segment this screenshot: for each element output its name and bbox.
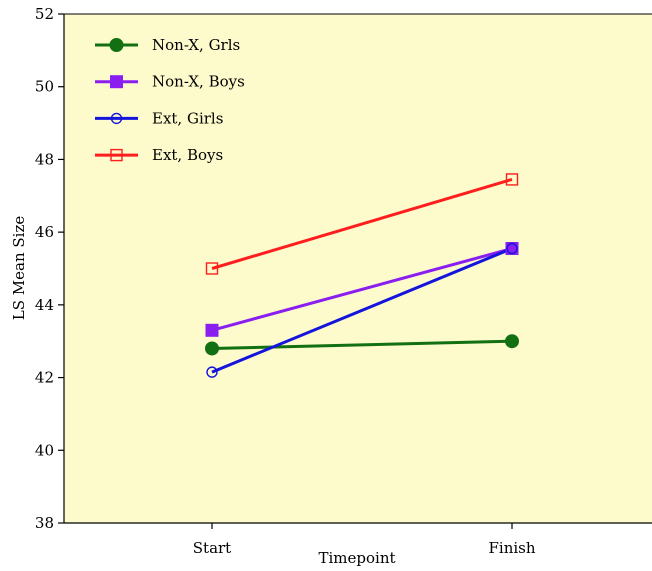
- plot-area: [64, 14, 652, 523]
- y-axis-title: LS Mean Size: [10, 216, 28, 321]
- legend-label: Non-X, Boys: [152, 73, 245, 91]
- legend: Non-X, Grls Non-X, Boys Ext, Girls Ext, Boy…: [95, 36, 245, 164]
- x-tick-label: Start: [193, 539, 231, 557]
- data-point-3-0: [205, 262, 219, 275]
- x-tick-label: Finish: [488, 539, 535, 557]
- x-axis-ticks: Start Finish: [193, 523, 536, 557]
- series-line-1: [211, 247, 513, 332]
- y-tick-label: 38: [35, 514, 54, 532]
- y-tick-label: 52: [35, 5, 54, 23]
- y-tick-label: 48: [35, 150, 54, 168]
- data-point-0-1: [505, 334, 519, 349]
- legend-swatch-marker: [110, 112, 123, 125]
- y-tick-label: 50: [35, 78, 54, 96]
- legend-label: Ext, Boys: [152, 146, 223, 164]
- x-axis-title: Timepoint: [318, 549, 395, 567]
- y-tick-label: 46: [35, 223, 54, 241]
- legend-item: Non-X, Boys: [95, 73, 245, 91]
- data-point-2-0: [206, 366, 218, 378]
- legend-label: Ext, Girls: [152, 109, 223, 127]
- legend-item: Ext, Girls: [95, 109, 223, 127]
- series-line-0: [211, 339, 513, 350]
- legend-item: Ext, Boys: [95, 146, 223, 164]
- y-tick-label: 40: [35, 441, 54, 459]
- legend-label: Non-X, Grls: [152, 36, 240, 54]
- y-tick-label: 42: [35, 369, 54, 387]
- y-axis-ticks: 38 40 42 44 46 48 50 52: [35, 5, 64, 532]
- data-point-1-1: [505, 242, 519, 256]
- y-tick-label: 44: [35, 296, 54, 314]
- data-point-2-1: [506, 242, 518, 255]
- legend-swatch-marker: [110, 148, 123, 162]
- data-point-0-0: [205, 341, 219, 356]
- data-point-1-0: [205, 323, 219, 337]
- plot-series: [205, 173, 519, 378]
- legend-item: Non-X, Grls: [95, 36, 240, 54]
- series-line-3: [211, 177, 513, 270]
- data-point-3-1: [505, 173, 519, 186]
- legend-swatch-marker: [110, 75, 123, 89]
- legend-swatch-marker: [109, 38, 124, 52]
- series-line-2: [211, 247, 513, 374]
